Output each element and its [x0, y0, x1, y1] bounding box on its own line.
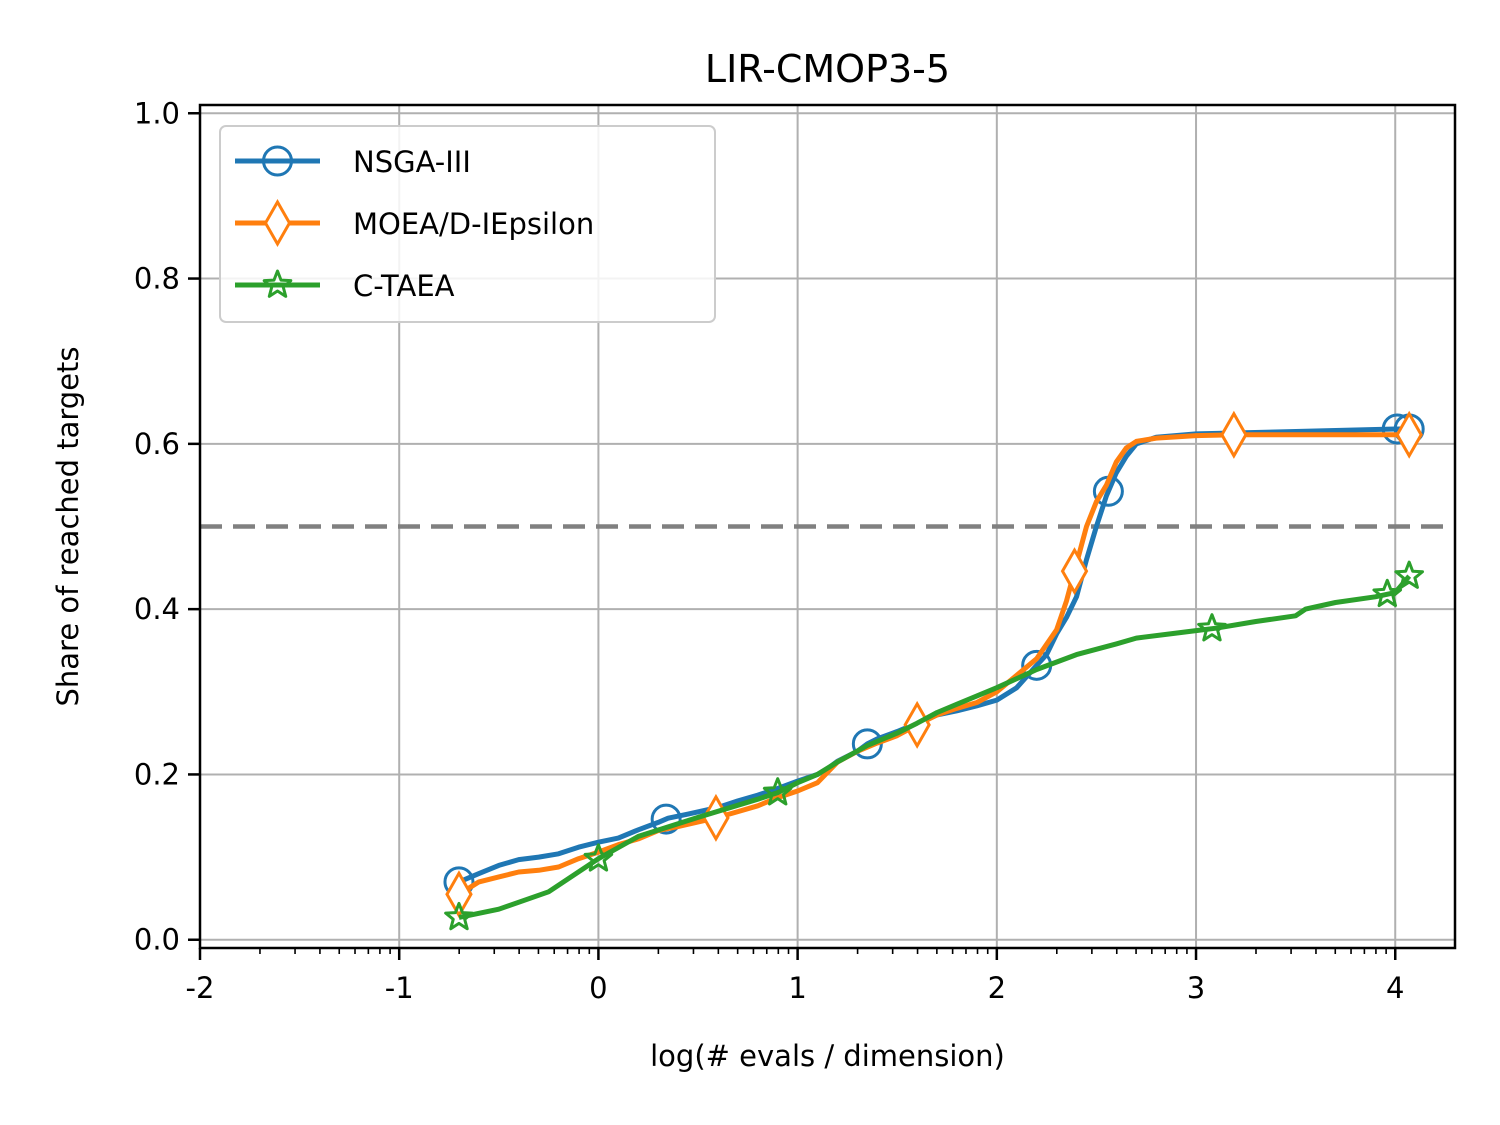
- series-marker: [583, 843, 614, 872]
- series-marker: [1394, 560, 1424, 589]
- legend-marker: [262, 145, 293, 177]
- legend-marker: [262, 269, 293, 298]
- x-tick-label: 1: [788, 971, 806, 1005]
- series-marker: [1220, 410, 1248, 459]
- plot-area-frame: [198, 103, 1457, 950]
- series-2: [444, 560, 1424, 931]
- legend-label: MOEA/D-IEpsilon: [353, 207, 594, 241]
- legend-label: C-TAEA: [353, 269, 455, 303]
- y-tick-label: 0.0: [134, 923, 180, 957]
- series-marker: [650, 803, 682, 835]
- series-marker: [1372, 578, 1403, 608]
- plot-series: [443, 410, 1425, 931]
- series-line: [458, 574, 1412, 920]
- series-marker: [444, 901, 474, 931]
- axis-ticks: -2 -1 0 1 2 3 4 0.0 0.2 0.4 0.6 0.8 1.0: [134, 96, 1405, 1005]
- y-tick-label: 1.0: [134, 96, 180, 130]
- x-tick-label: 0: [589, 971, 607, 1005]
- legend-marker: [263, 198, 292, 248]
- chart-title: LIR-CMOP3-5: [705, 47, 950, 91]
- x-tick-label: 3: [1187, 971, 1205, 1005]
- series-marker: [1060, 547, 1089, 596]
- y-tick-label: 0.8: [134, 262, 180, 296]
- legend: NSGA-III MOEA/D-IEpsilon C-TAEA: [219, 125, 716, 323]
- series-marker: [1395, 410, 1423, 459]
- x-axis-label: log(# evals / dimension): [650, 1039, 1005, 1073]
- x-tick-label: -2: [186, 971, 215, 1005]
- x-tick-label: -1: [385, 971, 414, 1005]
- x-tick-label: 2: [988, 971, 1006, 1005]
- series-marker: [762, 777, 793, 806]
- legend-box: [219, 125, 716, 323]
- x-tick-label: 4: [1386, 971, 1404, 1005]
- y-tick-label: 0.2: [134, 757, 180, 791]
- legend-label: NSGA-III: [353, 145, 471, 179]
- y-tick-label: 0.4: [134, 592, 180, 626]
- y-tick-label: 0.6: [134, 427, 180, 461]
- series-marker: [1197, 613, 1227, 642]
- y-axis-label: Share of reached targets: [51, 346, 85, 706]
